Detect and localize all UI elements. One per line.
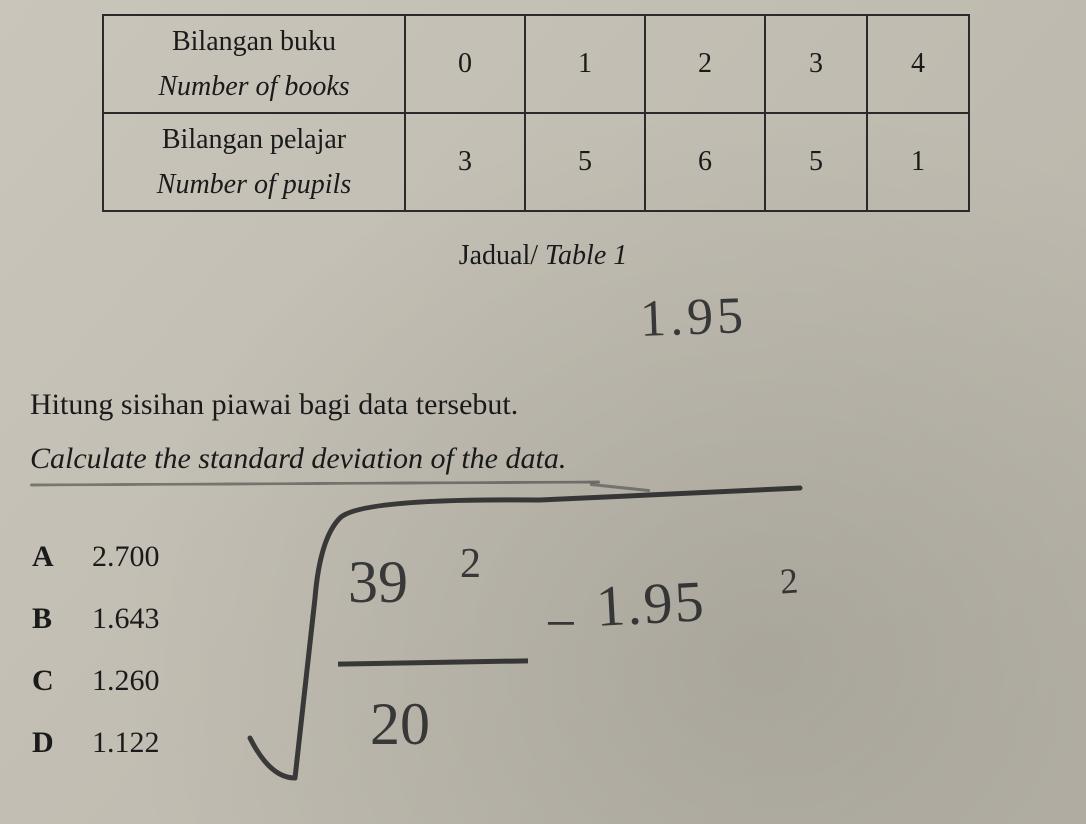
handwritten-mean: 1.95 <box>639 286 748 349</box>
row1-c1: 1 <box>525 15 645 113</box>
hand-underline-icon <box>30 481 600 487</box>
handwritten-rhs: 1.95 <box>594 567 707 640</box>
option-c: C 1.260 <box>32 664 160 698</box>
row1-label: Bilangan buku Number of books <box>103 15 405 113</box>
option-letter: C <box>32 664 92 698</box>
row2-c3: 5 <box>765 113 867 211</box>
frequency-table: Bilangan buku Number of books 0 1 2 3 4 … <box>102 14 970 212</box>
hand-underline-tail-icon <box>590 483 650 492</box>
handwritten-denominator: 20 <box>370 690 430 759</box>
option-letter: B <box>32 602 92 636</box>
handwritten-minus: − <box>545 592 577 656</box>
row2-c4: 1 <box>867 113 969 211</box>
row2-c1: 5 <box>525 113 645 211</box>
row1-c2: 2 <box>645 15 765 113</box>
row1-c0: 0 <box>405 15 525 113</box>
option-value: 1.643 <box>92 602 160 636</box>
option-letter: A <box>32 540 92 574</box>
answer-options: A 2.700 B 1.643 C 1.260 D 1.122 <box>32 540 160 788</box>
row2-c2: 6 <box>645 113 765 211</box>
table-caption: Jadual/ Table 1 <box>0 240 1086 272</box>
sqrt-icon <box>240 478 840 798</box>
caption-en: Table 1 <box>545 240 627 271</box>
caption-ms: Jadual/ <box>459 240 545 271</box>
row2-label-ms: Bilangan pelajar <box>104 120 404 159</box>
row1-label-en: Number of books <box>104 67 404 106</box>
row2-label-en: Number of pupils <box>104 165 404 204</box>
row2-c0: 3 <box>405 113 525 211</box>
option-d: D 1.122 <box>32 726 160 760</box>
option-a: A 2.700 <box>32 540 160 574</box>
table-row: Bilangan pelajar Number of pupils 3 5 6 … <box>103 113 969 211</box>
option-value: 2.700 <box>92 540 160 574</box>
row1-c4: 4 <box>867 15 969 113</box>
option-value: 1.122 <box>92 726 160 760</box>
row1-c3: 3 <box>765 15 867 113</box>
question-ms: Hitung sisihan piawai bagi data tersebut… <box>30 388 518 422</box>
handwritten-rhs-power: 2 <box>779 559 800 602</box>
option-value: 1.260 <box>92 664 160 698</box>
table-row: Bilangan buku Number of books 0 1 2 3 4 <box>103 15 969 113</box>
worksheet-page: Bilangan buku Number of books 0 1 2 3 4 … <box>0 0 1086 824</box>
row1-label-ms: Bilangan buku <box>104 22 404 61</box>
option-letter: D <box>32 726 92 760</box>
row2-label: Bilangan pelajar Number of pupils <box>103 113 405 211</box>
handwritten-numerator: 39 <box>348 548 408 617</box>
fraction-bar-icon <box>338 658 528 666</box>
question-en: Calculate the standard deviation of the … <box>30 442 566 476</box>
option-b: B 1.643 <box>32 602 160 636</box>
handwritten-numerator-power: 2 <box>460 540 481 588</box>
